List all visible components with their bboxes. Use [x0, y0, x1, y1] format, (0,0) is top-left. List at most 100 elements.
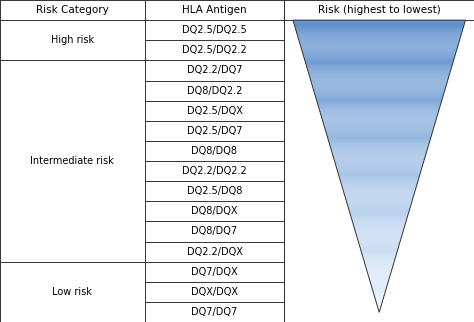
Polygon shape	[332, 153, 426, 154]
Polygon shape	[309, 75, 449, 76]
Polygon shape	[297, 33, 462, 34]
Polygon shape	[371, 284, 388, 285]
Polygon shape	[340, 181, 418, 182]
Polygon shape	[377, 304, 382, 305]
Polygon shape	[343, 191, 415, 192]
Polygon shape	[352, 219, 407, 220]
Polygon shape	[301, 45, 458, 46]
Polygon shape	[373, 292, 385, 293]
Polygon shape	[330, 146, 428, 147]
Polygon shape	[373, 291, 385, 292]
Polygon shape	[298, 38, 460, 39]
Polygon shape	[302, 50, 456, 51]
Polygon shape	[354, 226, 405, 227]
Polygon shape	[332, 152, 427, 153]
Polygon shape	[326, 131, 433, 132]
Polygon shape	[361, 250, 398, 251]
Polygon shape	[331, 149, 428, 150]
Polygon shape	[314, 93, 444, 94]
Polygon shape	[324, 124, 435, 125]
Polygon shape	[366, 269, 392, 270]
Polygon shape	[306, 63, 453, 64]
Polygon shape	[311, 80, 447, 81]
Polygon shape	[344, 193, 415, 194]
Polygon shape	[301, 48, 457, 49]
Polygon shape	[330, 147, 428, 148]
Polygon shape	[310, 76, 449, 77]
Polygon shape	[335, 161, 424, 162]
Polygon shape	[368, 273, 391, 274]
Polygon shape	[295, 29, 463, 30]
Polygon shape	[356, 235, 402, 236]
Polygon shape	[339, 176, 419, 177]
Polygon shape	[352, 221, 406, 222]
Polygon shape	[308, 70, 451, 71]
Polygon shape	[360, 246, 399, 247]
Polygon shape	[315, 94, 444, 95]
Polygon shape	[344, 192, 415, 193]
Polygon shape	[342, 188, 416, 189]
Polygon shape	[356, 233, 402, 234]
Polygon shape	[315, 96, 443, 97]
Polygon shape	[367, 270, 392, 271]
Polygon shape	[346, 198, 413, 199]
Polygon shape	[313, 88, 446, 89]
Polygon shape	[338, 173, 420, 174]
Polygon shape	[295, 28, 463, 29]
Text: DQ7/DQX: DQ7/DQX	[191, 267, 238, 277]
Polygon shape	[379, 311, 380, 312]
Polygon shape	[316, 99, 442, 100]
Polygon shape	[299, 40, 460, 41]
Polygon shape	[328, 138, 431, 139]
Polygon shape	[300, 44, 458, 45]
Polygon shape	[345, 194, 414, 195]
Polygon shape	[312, 86, 446, 87]
Polygon shape	[347, 203, 411, 204]
Polygon shape	[356, 234, 402, 235]
Polygon shape	[323, 123, 435, 124]
Polygon shape	[348, 208, 410, 209]
Polygon shape	[335, 162, 423, 163]
Polygon shape	[342, 186, 417, 187]
Polygon shape	[298, 37, 461, 38]
Text: DQ2.5/DQ8: DQ2.5/DQ8	[187, 186, 242, 196]
Polygon shape	[308, 72, 450, 73]
Text: DQ2.5/DQX: DQ2.5/DQX	[187, 106, 242, 116]
Polygon shape	[361, 249, 398, 250]
Polygon shape	[367, 272, 391, 273]
Polygon shape	[368, 274, 391, 275]
Polygon shape	[300, 43, 458, 44]
Polygon shape	[307, 69, 451, 70]
Polygon shape	[328, 139, 430, 140]
Polygon shape	[301, 49, 457, 50]
Polygon shape	[310, 77, 449, 78]
Polygon shape	[302, 52, 456, 53]
Polygon shape	[306, 64, 453, 65]
Polygon shape	[365, 263, 394, 264]
Polygon shape	[336, 164, 423, 165]
Polygon shape	[318, 103, 441, 104]
Polygon shape	[350, 213, 409, 214]
Polygon shape	[353, 224, 405, 225]
Polygon shape	[307, 66, 452, 67]
Text: DQ8/DQ7: DQ8/DQ7	[191, 226, 237, 236]
Polygon shape	[347, 205, 411, 206]
Polygon shape	[324, 126, 434, 127]
Polygon shape	[318, 104, 441, 105]
Polygon shape	[345, 196, 413, 197]
Polygon shape	[369, 276, 390, 277]
Polygon shape	[321, 116, 438, 117]
Polygon shape	[333, 155, 426, 156]
Polygon shape	[375, 299, 383, 300]
Polygon shape	[360, 247, 399, 248]
Polygon shape	[359, 245, 399, 246]
Polygon shape	[376, 302, 383, 303]
Polygon shape	[336, 165, 423, 166]
Polygon shape	[355, 231, 403, 232]
Polygon shape	[327, 134, 432, 135]
Polygon shape	[378, 308, 380, 309]
Polygon shape	[358, 242, 400, 243]
Polygon shape	[377, 305, 382, 306]
Polygon shape	[363, 258, 395, 259]
Polygon shape	[295, 27, 464, 28]
